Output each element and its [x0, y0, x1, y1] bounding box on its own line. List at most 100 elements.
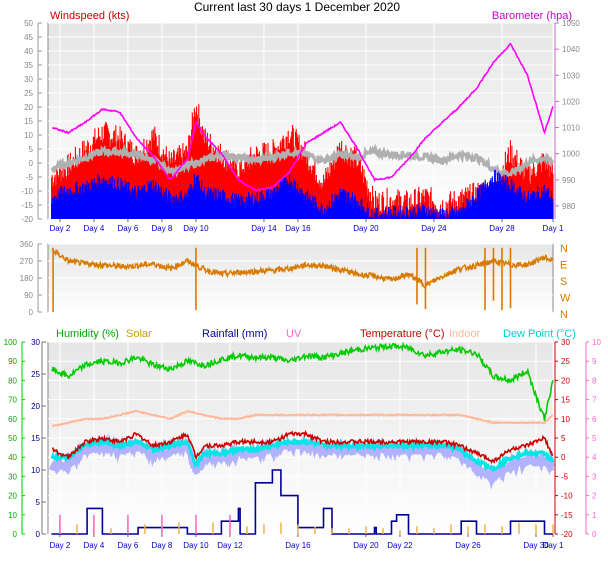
temperature-tick-label-7: 15 — [561, 396, 570, 405]
wind-direction-series — [51, 248, 554, 289]
wind-left-tick-label-1: -15 — [21, 201, 33, 210]
uv-tick-label-3: 3 — [592, 472, 597, 481]
rainfall-tick-label-6: 30 — [31, 338, 40, 347]
legend-temperature: Temperature (°C) — [360, 328, 444, 340]
legend-uv: UV — [286, 328, 302, 340]
uv-tick-label-8: 8 — [592, 376, 597, 385]
temperature-x-axis: Day 2 Day 4 Day 6 Day 8 Day 10 Day 12 Day 16 Da… — [49, 534, 564, 550]
rainfall-tick-label-3: 15 — [31, 434, 40, 443]
uv-axis: 0 1 2 3 4 5 6 7 8 9 10 — [585, 338, 601, 539]
grid-direction — [48, 243, 553, 313]
humidity-tick-label-2: 20 — [8, 492, 17, 501]
temperature-tick-label-2: -10 — [561, 492, 573, 501]
rainfall-tick-label-2: 10 — [31, 466, 40, 475]
barometer-tick-label-3: 1010 — [562, 124, 580, 133]
wind-left-tick-label-13: 45 — [24, 33, 33, 42]
wind-left-tick-label-14: 50 — [24, 19, 33, 28]
rainfall-series — [51, 469, 553, 535]
direction-left-tick-label-0: 0 — [29, 308, 34, 317]
direction-left-tick-label-4: 360 — [20, 240, 34, 249]
legend-rainfall: Rainfall (mm) — [202, 328, 267, 340]
barometer-tick-label-5: 1030 — [562, 71, 580, 80]
series-temperature-c — [52, 429, 554, 465]
barometer-axis-label: Barometer (hpa) — [492, 10, 572, 22]
legend-indoor: Indoor — [449, 328, 481, 340]
wind-left-tick-label-4: 0 — [29, 159, 34, 168]
direction-left-tick-label-3: 270 — [20, 257, 34, 266]
rainfall-tick-label-4: 20 — [31, 402, 40, 411]
direction-left-tick-label-2: 180 — [20, 274, 34, 283]
temperature-tick-label-0: -20 — [561, 530, 573, 539]
temperature-series — [49, 341, 556, 535]
wind-series — [50, 42, 555, 219]
wind-left-axis: -20 -15 -10 -5 0 5 10 15 20 25 30 35 40 45 50 — [21, 19, 42, 224]
direction-left-axis: 0 90 180 270 360 — [20, 240, 42, 317]
temperature-x-tick-label-8: Day 22 — [387, 541, 413, 550]
wind-left-tick-label-8: 20 — [24, 103, 33, 112]
wind-left-tick-label-5: 5 — [29, 145, 34, 154]
temperature-tick-label-5: 5 — [561, 434, 566, 443]
wind-x-axis: Day 2 Day 4 Day 6 Day 8 Day 10 Day 14 Day 16 Da… — [49, 219, 564, 233]
temperature-tick-label-4: 0 — [561, 453, 566, 462]
humidity-tick-label-0: 0 — [13, 530, 18, 539]
rainfall-axis: 0 5 10 15 20 25 30 — [31, 338, 46, 539]
wind-left-tick-label-7: 15 — [24, 117, 33, 126]
humidity-tick-label-1: 10 — [8, 511, 17, 520]
wind-left-tick-label-12: 40 — [24, 47, 33, 56]
wind-x-tick-label-5: Day 14 — [251, 224, 277, 233]
wind-left-tick-label-2: -10 — [21, 187, 33, 196]
wind-x-tick-label-10: Day 1 — [543, 224, 564, 233]
uv-tick-label-10: 10 — [592, 338, 601, 347]
temperature-x-tick-label-0: Day 2 — [49, 541, 70, 550]
temperature-x-tick-label-2: Day 6 — [117, 541, 138, 550]
temperature-tick-label-9: 25 — [561, 357, 570, 366]
direction-compass-label-0: N — [560, 243, 568, 255]
wind-left-tick-label-6: 10 — [24, 131, 33, 140]
wind-x-tick-label-6: Day 16 — [285, 224, 311, 233]
temperature-tick-label-8: 20 — [561, 376, 570, 385]
uv-tick-label-9: 9 — [592, 357, 597, 366]
uv-tick-label-7: 7 — [592, 396, 597, 405]
barometer-tick-label-4: 1020 — [562, 97, 580, 106]
humidity-tick-label-10: 100 — [4, 338, 18, 347]
temperature-tick-label-6: 10 — [561, 415, 570, 424]
legend-dewpoint: Dew Point (°C) — [503, 328, 576, 340]
uv-tick-label-5: 5 — [592, 434, 597, 443]
humidity-tick-label-6: 60 — [8, 415, 17, 424]
windspeed-axis-label: Windspeed (kts) — [50, 10, 129, 22]
uv-tick-label-6: 6 — [592, 415, 597, 424]
barometer-tick-label-6: 1040 — [562, 45, 580, 54]
panel-wind-barometer: -20 -15 -10 -5 0 5 10 15 20 25 30 35 40 45 50 980 990 10… — [21, 10, 580, 233]
temperature-x-tick-label-4: Day 10 — [183, 541, 209, 550]
direction-compass-label-1: E — [560, 259, 567, 271]
humidity-tick-label-4: 40 — [8, 453, 17, 462]
temperature-x-tick-label-11: Day 1 — [543, 541, 564, 550]
humidity-tick-label-9: 90 — [8, 357, 17, 366]
rainfall-tick-label-5: 25 — [31, 370, 40, 379]
barometer-tick-label-2: 1000 — [562, 150, 580, 159]
series-dew-point-c — [50, 436, 555, 473]
barometer-tick-label-1: 990 — [562, 176, 576, 185]
temperature-x-tick-label-6: Day 16 — [285, 541, 311, 550]
wind-left-tick-label-3: -5 — [26, 173, 34, 182]
humidity-tick-label-8: 80 — [8, 376, 17, 385]
wind-x-tick-label-1: Day 4 — [83, 224, 104, 233]
temperature-x-tick-label-1: Day 4 — [83, 541, 104, 550]
temperature-tick-label-1: -15 — [561, 511, 573, 520]
legend: Humidity (%) Solar Rainfall (mm) UV Temp… — [56, 328, 576, 340]
temperature-x-tick-label-3: Day 8 — [151, 541, 172, 550]
temperature-axis: -20 -15 -10 -5 0 5 10 15 20 25 30 — [554, 338, 573, 539]
temperature-x-tick-label-9: Day 26 — [455, 541, 481, 550]
barometer-tick-label-0: 980 — [562, 202, 576, 211]
series-dew-band — [49, 433, 556, 490]
barometer-tick-label-7: 1050 — [562, 19, 580, 28]
humidity-tick-label-5: 50 — [8, 434, 17, 443]
wind-average-series — [51, 169, 554, 219]
wind-left-tick-label-9: 25 — [24, 89, 33, 98]
rainfall-tick-label-0: 0 — [36, 530, 41, 539]
temperature-x-tick-label-7: Day 20 — [353, 541, 379, 550]
